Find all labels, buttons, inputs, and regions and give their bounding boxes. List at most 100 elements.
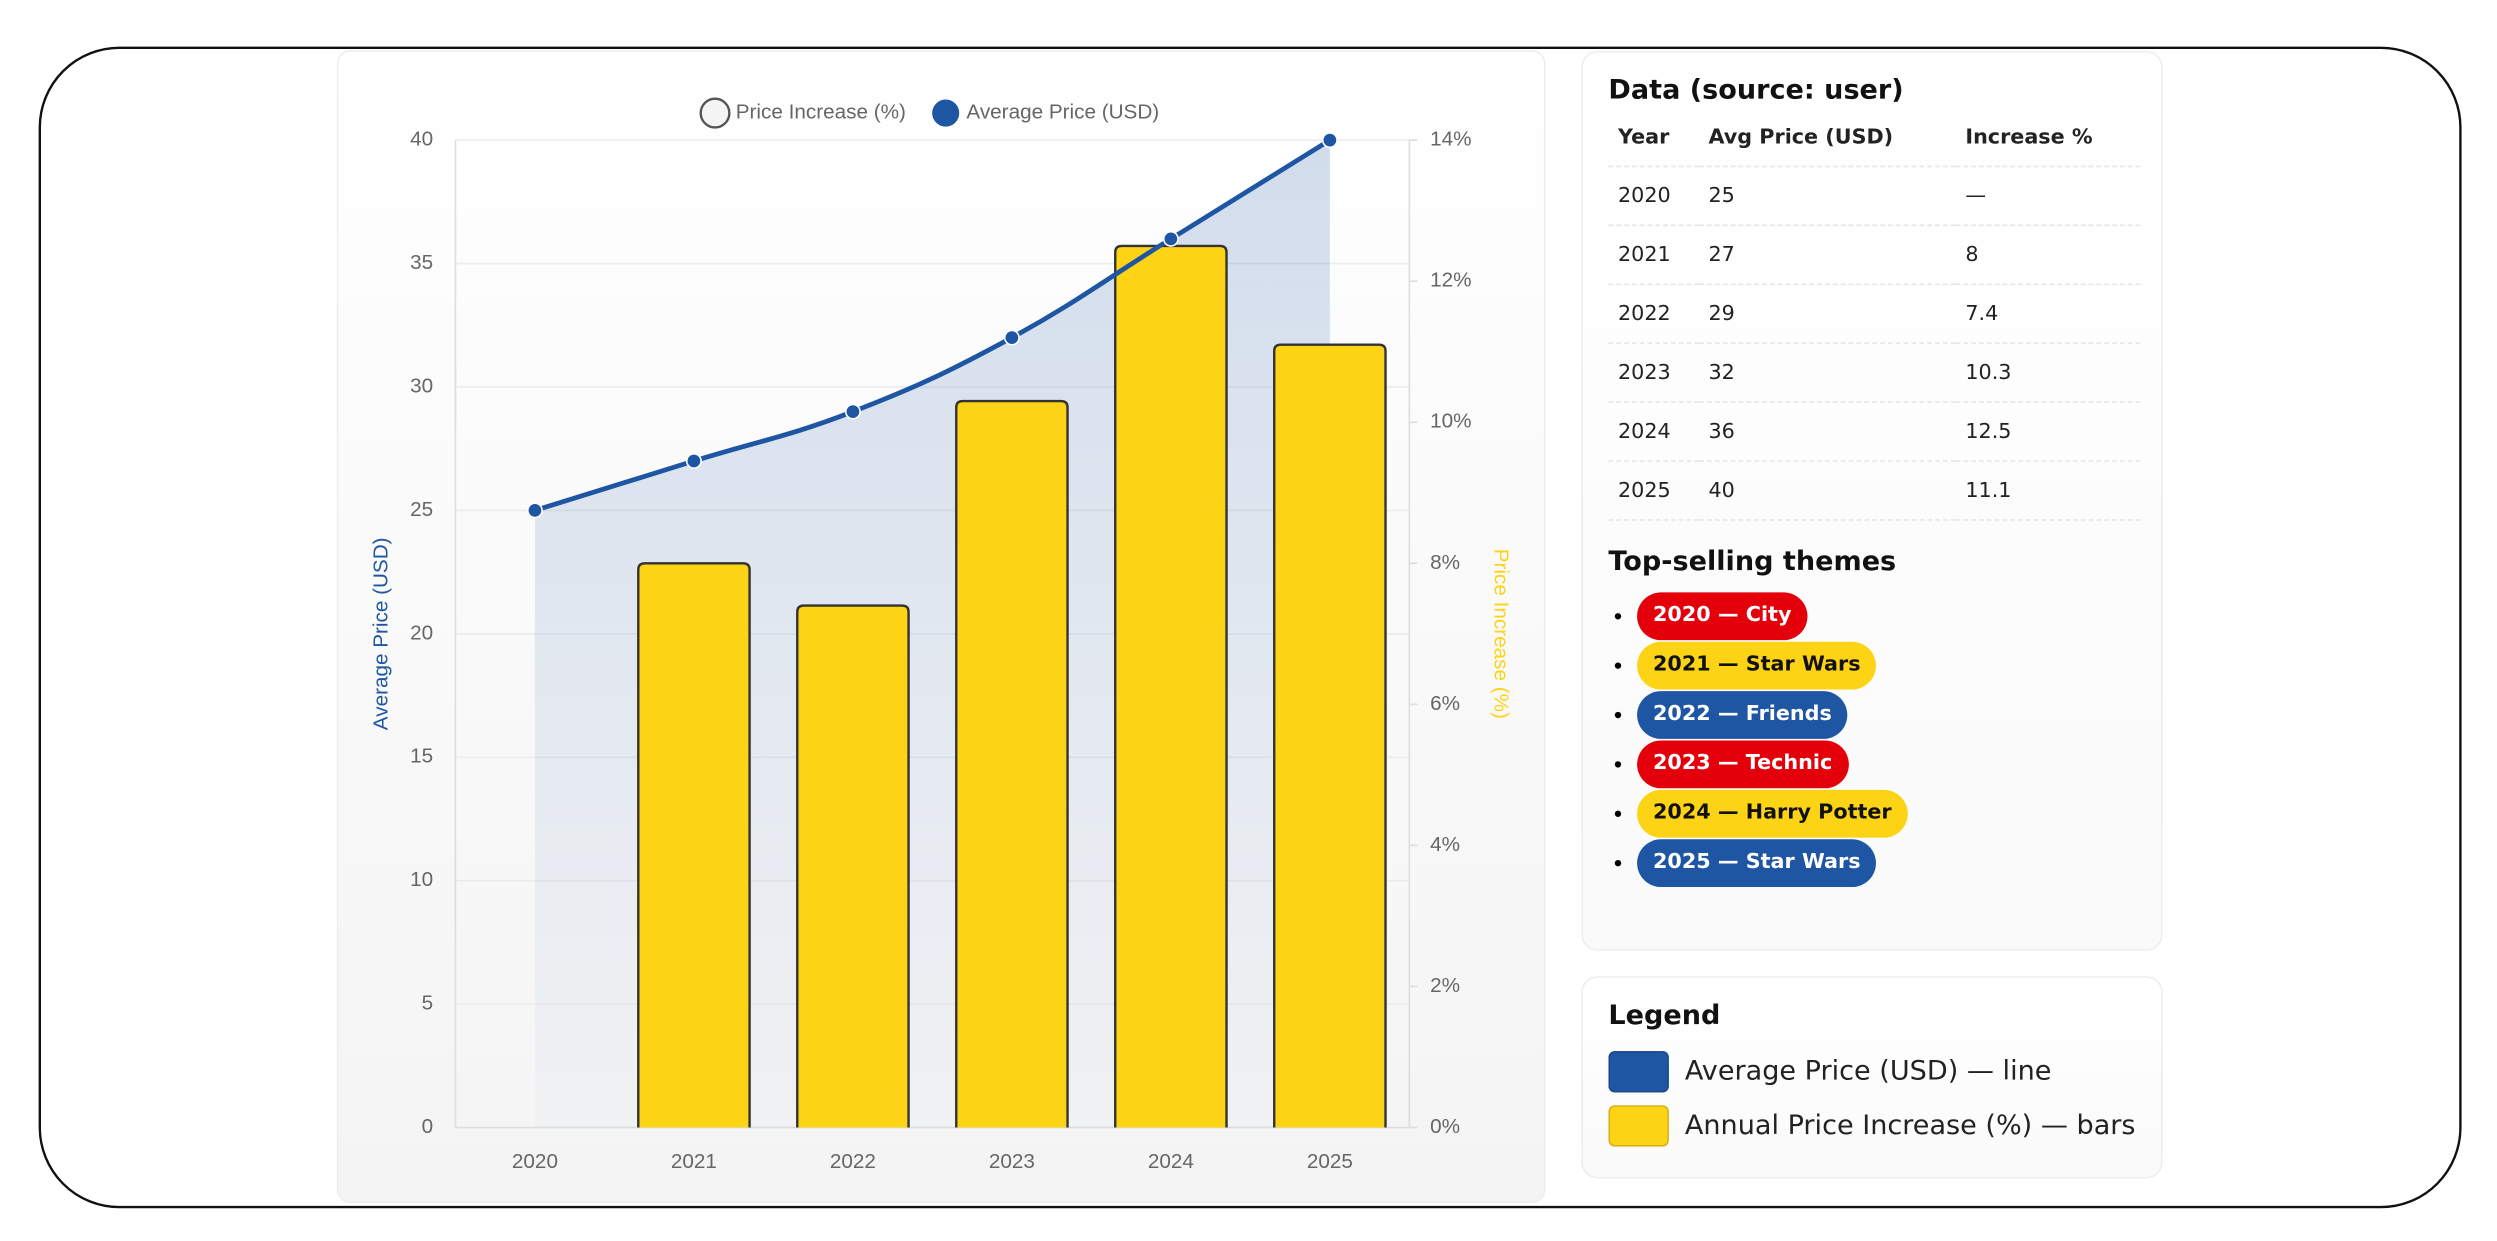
table-cell: 11.1 [1955, 461, 2141, 521]
table-cell: 40 [1698, 461, 1956, 521]
table-cell: 2022 [1608, 284, 1699, 344]
y-tick-label: 30 [410, 374, 433, 397]
table-cell: 29 [1698, 284, 1956, 344]
table-row: 2024 36 12.5 [1608, 402, 2141, 462]
column-header: Avg Price (USD) [1698, 116, 1956, 168]
table-header: Year Avg Price (USD) Increase % [1608, 116, 2141, 168]
x-tick-label: 2021 [671, 1150, 717, 1173]
x-tick-label: 2020 [512, 1150, 558, 1173]
y-tick-label: 15 [410, 745, 433, 768]
y2-tick-label: 0% [1430, 1115, 1460, 1138]
table-cell: 2021 [1608, 225, 1699, 286]
bar [1273, 343, 1387, 1128]
legend-label: Average Price (USD) [966, 101, 1159, 124]
table-cell: 2023 [1608, 343, 1699, 403]
y-tick-label: 20 [410, 621, 433, 644]
table-cell: 2024 [1608, 402, 1699, 462]
table-cell: 27 [1698, 225, 1956, 286]
bar [1114, 244, 1228, 1128]
y-tick-label: 40 [410, 128, 433, 151]
theme-pill: 2021 — Star Wars [1637, 641, 1877, 690]
table-row: 2022 29 7.4 [1608, 284, 2141, 344]
y2-tick-label: 14% [1430, 128, 1471, 151]
line-point [685, 453, 702, 469]
y2-tick-label: 2% [1430, 974, 1460, 997]
data-panel: Data (source: user) Year Avg Price (USD) I… [1581, 50, 2163, 951]
theme-item: 2022 — Friends [1637, 690, 2135, 739]
y2-tick-label: 8% [1430, 551, 1460, 574]
theme-item: 2024 — Harry Potter [1637, 788, 2135, 838]
table-cell: 25 [1698, 166, 1956, 227]
table-title: Data (source: user) [1608, 74, 1904, 107]
window-frame [38, 46, 2462, 1209]
legend-row: Annual Price Increase (%) — bars [1608, 1099, 2136, 1153]
table-row: 2025 40 11.1 [1608, 461, 2141, 521]
legend-marker [932, 99, 960, 127]
y-tick-label: 10 [410, 868, 433, 891]
legend-swatch [1608, 1105, 1669, 1147]
legend-row: Average Price (USD) — line [1608, 1045, 2135, 1099]
legend-item[interactable]: Price Increase (%) [699, 97, 906, 129]
x-tick-label: 2023 [989, 1150, 1035, 1173]
y2-tick-label: 10% [1430, 410, 1471, 433]
column-header: Increase % [1955, 116, 2141, 168]
line-point [1162, 230, 1179, 247]
theme-pill: 2024 — Harry Potter [1637, 789, 1908, 838]
themes-title: Top-selling themes [1608, 546, 1897, 579]
table-row: 2020 25— [1608, 166, 2141, 227]
table-cell: — [1955, 166, 2141, 227]
legend-panel: Legend Average Price (USD) — line Annual … [1581, 976, 2163, 1179]
y-tick-label: 35 [410, 251, 433, 274]
table-cell: 12.5 [1955, 402, 2141, 462]
table-cell: 32 [1698, 343, 1956, 403]
y-tick-label: 0 [422, 1115, 434, 1138]
data-table: Year Avg Price (USD) Increase % 2020 25—2021… [1608, 116, 2141, 521]
legend-text: Average Price (USD) — line [1684, 1055, 2052, 1088]
y2-tick-label: 4% [1430, 833, 1460, 856]
x-tick-label: 2024 [1148, 1150, 1194, 1173]
table-cell: 8 [1955, 225, 2141, 286]
theme-item: 2025 — Star Wars [1637, 838, 2135, 888]
legend-text: Annual Price Increase (%) — bars [1684, 1109, 2136, 1142]
legend-items: Average Price (USD) — line Annual Price I… [1608, 1045, 2136, 1153]
y-axis-label: Average Price (USD) [370, 537, 393, 730]
themes-list: 2020 — City2021 — Star Wars2022 — Friend… [1608, 591, 2135, 888]
y-tick-label: 25 [410, 498, 433, 521]
bar [955, 399, 1069, 1128]
y2-tick-label: 12% [1430, 269, 1471, 292]
legend-marker [699, 97, 731, 129]
bar [796, 604, 910, 1128]
theme-item: 2023 — Technic [1637, 739, 2135, 789]
legend-item[interactable]: Average Price (USD) [932, 99, 1159, 127]
legend-label: Price Increase (%) [736, 101, 906, 124]
x-tick-label: 2022 [830, 1150, 876, 1173]
legend-title: Legend [1608, 1000, 1721, 1032]
line-point [844, 403, 861, 420]
table-row: 2021 27 8 [1608, 225, 2141, 286]
line-point [1003, 329, 1020, 346]
table-cell: 10.3 [1955, 343, 2141, 403]
theme-pill: 2022 — Friends [1637, 691, 1848, 739]
table-row: 2023 32 10.3 [1608, 343, 2141, 403]
table-cell: 2020 [1608, 166, 1699, 227]
y2-axis-label: Price Increase (%) [1490, 549, 1513, 719]
line [534, 138, 1332, 513]
column-header: Year [1608, 116, 1699, 168]
table-cell: 2025 [1608, 461, 1699, 521]
theme-pill: 2020 — City [1637, 592, 1808, 641]
bar [637, 562, 751, 1128]
table-cell: 7.4 [1955, 284, 2141, 344]
line-point [526, 502, 543, 519]
table-cell: 36 [1698, 402, 1956, 462]
y-tick-label: 5 [422, 992, 434, 1015]
legend-swatch [1608, 1051, 1669, 1093]
y2-tick-label: 6% [1430, 692, 1460, 715]
x-tick-label: 2025 [1307, 1150, 1353, 1173]
theme-item: 2020 — City [1637, 591, 2135, 641]
line-point [1321, 132, 1338, 149]
theme-pill: 2023 — Technic [1637, 740, 1849, 789]
theme-pill: 2025 — Star Wars [1637, 839, 1877, 888]
